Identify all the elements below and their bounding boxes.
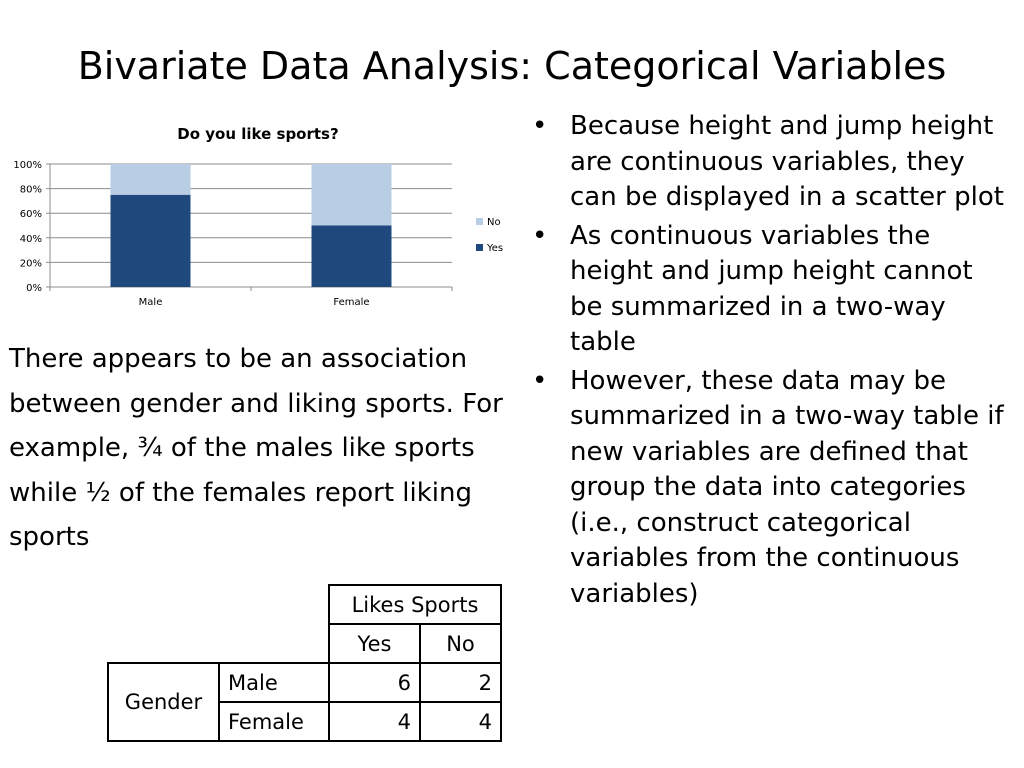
chart-title: Do you like sports?: [177, 125, 338, 143]
chart-y-tick-label: 100%: [13, 160, 42, 171]
cell-female-no: 4: [419, 701, 502, 742]
table-subheader-row: Yes No: [108, 623, 502, 664]
chart-y-tick-label: 20%: [20, 258, 42, 269]
empty-corner-cell: [108, 624, 219, 663]
bullet-item: • However, these data may be summarized …: [530, 364, 1010, 613]
bullet-text: Because height and jump height are conti…: [570, 111, 1004, 212]
no-column-header: No: [419, 623, 502, 664]
chart-x-tick-label: Female: [333, 297, 369, 308]
row-label-female: Female: [218, 701, 330, 742]
chart-canvas: Do you like sports? 0% 20% 40% 60% 80% 100% Mal…: [13, 125, 503, 308]
bullet-item: • Because height and jump height are con…: [530, 109, 1010, 216]
cell-male-yes: 6: [328, 662, 421, 703]
two-way-table-grid: Likes Sports Yes No Gender Male 6 2 Fema…: [107, 584, 502, 742]
bullet-marker: •: [532, 220, 548, 251]
bullet-item: • As continuous variables the height and…: [530, 219, 1010, 361]
bullet-marker: •: [532, 111, 548, 141]
chart-x-tick-label: Male: [139, 297, 163, 308]
bar-yes-male: [110, 194, 191, 287]
empty-corner-cell: [219, 585, 329, 624]
table-row: Gender Male 6 2: [107, 662, 502, 742]
empty-corner-cell: [108, 585, 219, 624]
bullet-marker: •: [532, 365, 548, 396]
chart-y-tick-label: 80%: [20, 185, 42, 196]
table-row: Female 4 4: [108, 701, 502, 742]
slide-title: Bivariate Data Analysis: Categorical Var…: [77, 44, 947, 88]
chart-y-tick-label: 40%: [20, 234, 42, 245]
legend-swatch-yes: [476, 244, 483, 251]
gender-row-header: Gender: [107, 662, 220, 742]
table-header-row: Likes Sports: [108, 584, 502, 625]
chart-y-tick-label: 60%: [20, 209, 42, 220]
legend-swatch-no: [476, 218, 483, 225]
bar-yes-female: [311, 225, 392, 287]
legend-label-yes: Yes: [486, 243, 503, 254]
bullet-text: However, these data may be summarized in…: [570, 365, 1004, 609]
likes-sports-header: Likes Sports: [328, 584, 502, 625]
association-paragraph: There appears to be an association betwe…: [9, 344, 503, 552]
cell-male-no: 2: [419, 662, 502, 703]
empty-corner-cell: [219, 624, 329, 663]
legend-label-no: No: [487, 217, 501, 228]
bar-no-female: [311, 164, 392, 226]
two-way-table: Likes Sports Yes No Gender Male 6 2 Fema…: [107, 584, 502, 742]
chart-y-tick-label: 0%: [26, 283, 42, 294]
bar-no-male: [110, 164, 191, 195]
yes-column-header: Yes: [328, 623, 421, 664]
stacked-bar-chart: Do you like sports? 0% 20% 40% 60% 80% 100% Mal…: [0, 112, 520, 327]
bullet-list: • Because height and jump height are con…: [530, 109, 1010, 615]
cell-female-yes: 4: [328, 701, 421, 742]
row-label-male: Male: [218, 662, 330, 703]
bullet-text: As continuous variables the height and j…: [570, 220, 973, 358]
